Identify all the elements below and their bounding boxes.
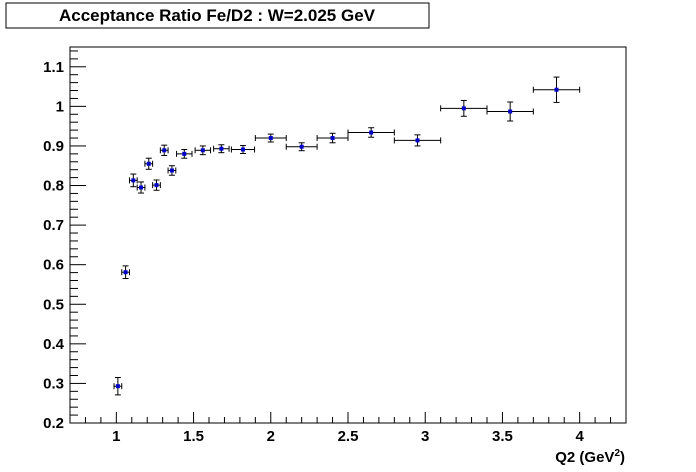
y-tick-label: 0.6 <box>43 257 64 274</box>
data-point <box>240 147 245 152</box>
data-point <box>200 148 205 153</box>
y-tick-label: 0.9 <box>43 138 64 155</box>
data-point <box>131 178 136 183</box>
x-axis-title-superscript: 2 <box>614 448 620 459</box>
data-point-group <box>532 76 581 103</box>
data-point <box>182 151 187 156</box>
data-point-group <box>176 149 193 159</box>
data-point-group <box>152 179 161 191</box>
data-point-group <box>121 265 130 280</box>
data-point-group <box>136 181 146 194</box>
plot-frame <box>69 46 627 424</box>
data-point-group <box>347 127 395 138</box>
data-point-group <box>213 144 230 154</box>
data-point-group <box>194 145 212 156</box>
y-tick-label: 0.4 <box>43 336 65 353</box>
chart-title: Acceptance Ratio Fe/D2 : W=2.025 GeV <box>59 6 376 25</box>
data-point <box>146 161 151 166</box>
x-axis-title-end: ) <box>620 449 625 466</box>
data-point-group <box>230 145 256 154</box>
data-point-group <box>393 134 442 147</box>
data-points <box>113 76 581 396</box>
x-tick-label: 3.5 <box>492 428 513 445</box>
data-point <box>268 136 273 141</box>
y-tick-label: 0.3 <box>43 375 64 392</box>
data-point-group <box>144 157 154 170</box>
data-point <box>461 106 466 111</box>
data-point-group <box>254 133 287 143</box>
data-point <box>369 130 374 135</box>
x-tick-label: 3 <box>421 428 429 445</box>
x-tick-label: 1.5 <box>183 428 204 445</box>
x-tick-label: 2 <box>267 428 275 445</box>
y-tick-label: 0.2 <box>43 415 64 432</box>
x-tick-label: 2.5 <box>338 428 359 445</box>
y-tick-label: 0.5 <box>43 296 64 313</box>
y-tick-label: 0.7 <box>43 217 64 234</box>
data-point <box>115 384 120 389</box>
data-point <box>554 87 559 92</box>
x-tick-label: 1 <box>112 428 120 445</box>
data-point-group <box>316 132 349 144</box>
data-point-group <box>128 173 138 188</box>
y-tick-label: 0.8 <box>43 178 64 195</box>
y-tick-label: 1 <box>56 98 64 115</box>
data-point-group <box>159 144 169 156</box>
data-point <box>123 270 128 275</box>
data-point <box>508 109 513 114</box>
data-point-group <box>440 99 488 117</box>
data-point <box>415 138 420 143</box>
data-point <box>299 144 304 149</box>
data-point-group <box>285 142 318 152</box>
data-point <box>139 185 144 190</box>
y-tick-label: 1.1 <box>43 59 64 76</box>
x-axis-title-main: Q2 (GeV <box>555 449 614 466</box>
data-point <box>330 136 335 141</box>
data-point <box>219 146 224 151</box>
x-tick-label: 4 <box>575 428 584 445</box>
data-point <box>169 168 174 173</box>
x-axis: 1 1.5 2 2.5 3 3.5 4 <box>69 412 627 445</box>
data-point <box>154 183 159 188</box>
data-point <box>162 148 167 153</box>
data-point-group <box>167 165 177 176</box>
chart-title-box <box>5 2 430 29</box>
data-point-group <box>486 101 534 122</box>
data-point-group <box>113 376 123 396</box>
x-axis-title: Q2 (GeV2) <box>555 448 625 466</box>
y-axis: 0.2 0.3 0.4 0.5 0.6 0.7 0.8 0.9 1 1.1 <box>43 50 86 432</box>
